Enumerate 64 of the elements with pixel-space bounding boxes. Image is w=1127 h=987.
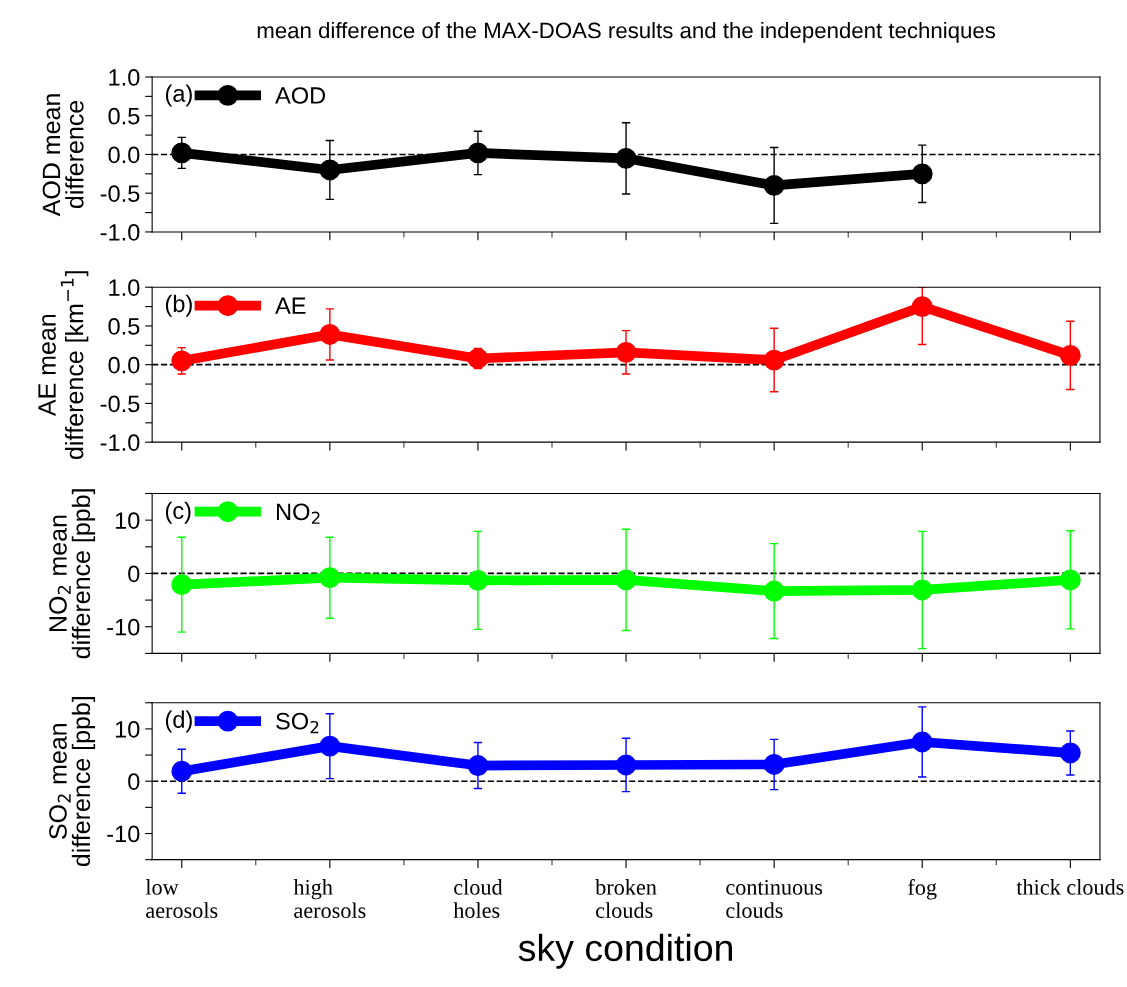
point <box>1059 569 1081 591</box>
legend-label: NO$_{2}$ <box>276 503 320 524</box>
y-tick-label: 0 <box>128 773 140 790</box>
y-tick-label: -1.0 <box>100 434 140 451</box>
point <box>467 348 489 369</box>
point <box>319 324 341 345</box>
x-tick-label: low aerosols <box>145 879 218 918</box>
y-tick-label: -0.5 <box>100 395 140 413</box>
point <box>467 755 489 776</box>
y-axis-title: AE mean difference [km$^{−1}$] <box>38 271 89 460</box>
point <box>615 569 637 591</box>
x-tick-label: continuous clouds <box>726 879 823 918</box>
y-tick-label: 1.0 <box>109 279 140 296</box>
legend-label: AOD <box>275 87 326 104</box>
point <box>615 341 637 363</box>
y-tick-label: -1.0 <box>100 224 140 241</box>
y-tick-label: 10 <box>115 512 140 529</box>
y-tick-label: 1.0 <box>109 69 140 86</box>
y-tick-label: 0.0 <box>108 356 140 374</box>
x-tick-label: broken clouds <box>595 879 657 918</box>
x-axis-title: sky condition <box>518 933 733 969</box>
point <box>911 296 933 318</box>
y-axis-title: SO$_{2}$ mean difference [ppb] <box>49 697 96 867</box>
annotation: (d) <box>165 710 192 733</box>
y-tick-label: 10 <box>115 720 140 738</box>
point <box>911 731 933 753</box>
chart-title: mean difference of the MAX-DOAS results and the independent techniques <box>257 21 996 43</box>
y-tick-label: -0.5 <box>100 185 140 202</box>
point <box>467 569 489 591</box>
point <box>171 574 193 596</box>
point <box>319 567 341 589</box>
point <box>319 735 341 757</box>
x-tick-label: thick clouds <box>1016 879 1124 895</box>
point <box>911 163 933 185</box>
annotation: (b) <box>165 294 192 317</box>
x-tick-label: high aerosols <box>293 879 366 919</box>
point <box>615 147 637 169</box>
annotation: (a) <box>165 84 192 107</box>
y-axis-title: NO$_{2}$ mean difference [ppb] <box>49 489 96 659</box>
legend-label: SO$_{2}$ <box>276 712 319 734</box>
point <box>763 754 785 775</box>
x-tick-label: fog <box>908 879 937 900</box>
point <box>763 175 785 196</box>
x-tick-label: cloud holes <box>453 879 503 918</box>
annotation: (c) <box>165 501 191 524</box>
y-tick-label: 0.0 <box>108 146 140 164</box>
point <box>1059 742 1081 764</box>
point <box>763 580 785 602</box>
point <box>171 142 193 164</box>
point <box>911 579 933 601</box>
y-tick-label: 0 <box>128 565 140 583</box>
y-tick-label: -10 <box>107 825 140 843</box>
legend-label: AE <box>275 297 306 314</box>
point <box>763 349 785 371</box>
y-tick-label: 0.5 <box>108 107 140 125</box>
point <box>319 159 341 181</box>
point <box>171 760 193 782</box>
y-tick-label: 0.5 <box>108 318 140 335</box>
point <box>1059 344 1081 366</box>
y-tick-label: -10 <box>107 618 140 636</box>
point <box>615 754 637 776</box>
y-axis-title: AOD mean difference <box>42 94 84 217</box>
point <box>171 350 193 372</box>
point <box>467 142 489 164</box>
